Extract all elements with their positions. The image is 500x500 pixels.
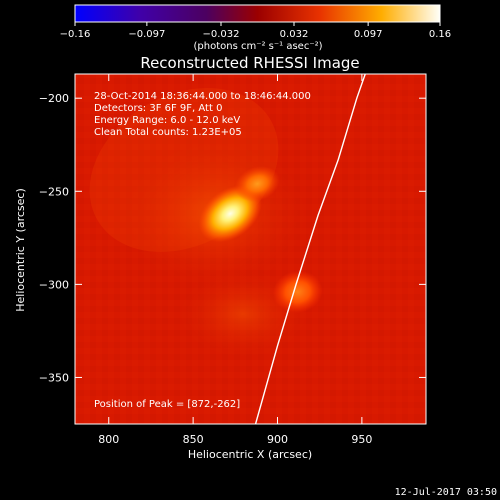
y-axis-tick-label: −300 [39, 278, 69, 291]
colorbar-tick-label: −0.032 [202, 29, 239, 40]
x-axis-tick-label: 900 [267, 433, 288, 446]
y-axis-tick-label: −200 [39, 92, 69, 105]
peak-position-label: Position of Peak = [872,-262] [94, 399, 240, 410]
x-axis-label: Heliocentric X (arcsec) [188, 448, 312, 461]
annotation-energy: Energy Range: 6.0 - 12.0 keV [94, 115, 240, 126]
colorbar-tick-label: −0.16 [60, 29, 91, 40]
colorbar-tick-label: 0.16 [429, 29, 451, 40]
colorbar-tick-label: 0.032 [280, 29, 309, 40]
x-axis-tick-label: 850 [183, 433, 204, 446]
y-axis-tick-label: −250 [39, 185, 69, 198]
solar-limb-line [254, 74, 366, 424]
footer-date: 12-Jul-2017 03:50 [395, 487, 497, 498]
x-axis-tick-label: 800 [98, 433, 119, 446]
colorbar-tick-label: −0.097 [128, 29, 165, 40]
x-axis: 800 850 900 950 [98, 74, 372, 446]
annotation-time: 28-Oct-2014 18:36:44.000 to 18:46:44.000 [94, 91, 311, 102]
plot-frame [74, 73, 427, 425]
y-axis-tick-label: −350 [39, 371, 69, 384]
colorbar-tick-label: 0.097 [354, 29, 383, 40]
secondary-source [234, 166, 280, 202]
annotation-detectors: Detectors: 3F 6F 9F, Att 0 [94, 103, 222, 114]
colorbar-frame [74, 4, 441, 23]
colorbar-units-label: (photons cm⁻² s⁻¹ asec⁻²) [193, 41, 322, 52]
annotation-clean-counts: Clean Total counts: 1.23E+05 [94, 127, 242, 138]
heatmap-image: 28-Oct-2014 18:36:44.000 to 18:46:44.000… [75, 74, 426, 424]
secondary-source [272, 270, 323, 313]
x-axis-tick-label: 950 [351, 433, 372, 446]
colorbar-ticks: −0.16 −0.097 −0.032 0.032 0.097 0.16 [60, 22, 451, 40]
y-axis: −200 −250 −300 −350 [39, 92, 426, 384]
y-axis-label: Heliocentric Y (arcsec) [14, 188, 27, 312]
source-markers [198, 166, 323, 313]
chart-title: Reconstructed RHESSI Image [140, 54, 359, 72]
colorbar [75, 5, 440, 22]
